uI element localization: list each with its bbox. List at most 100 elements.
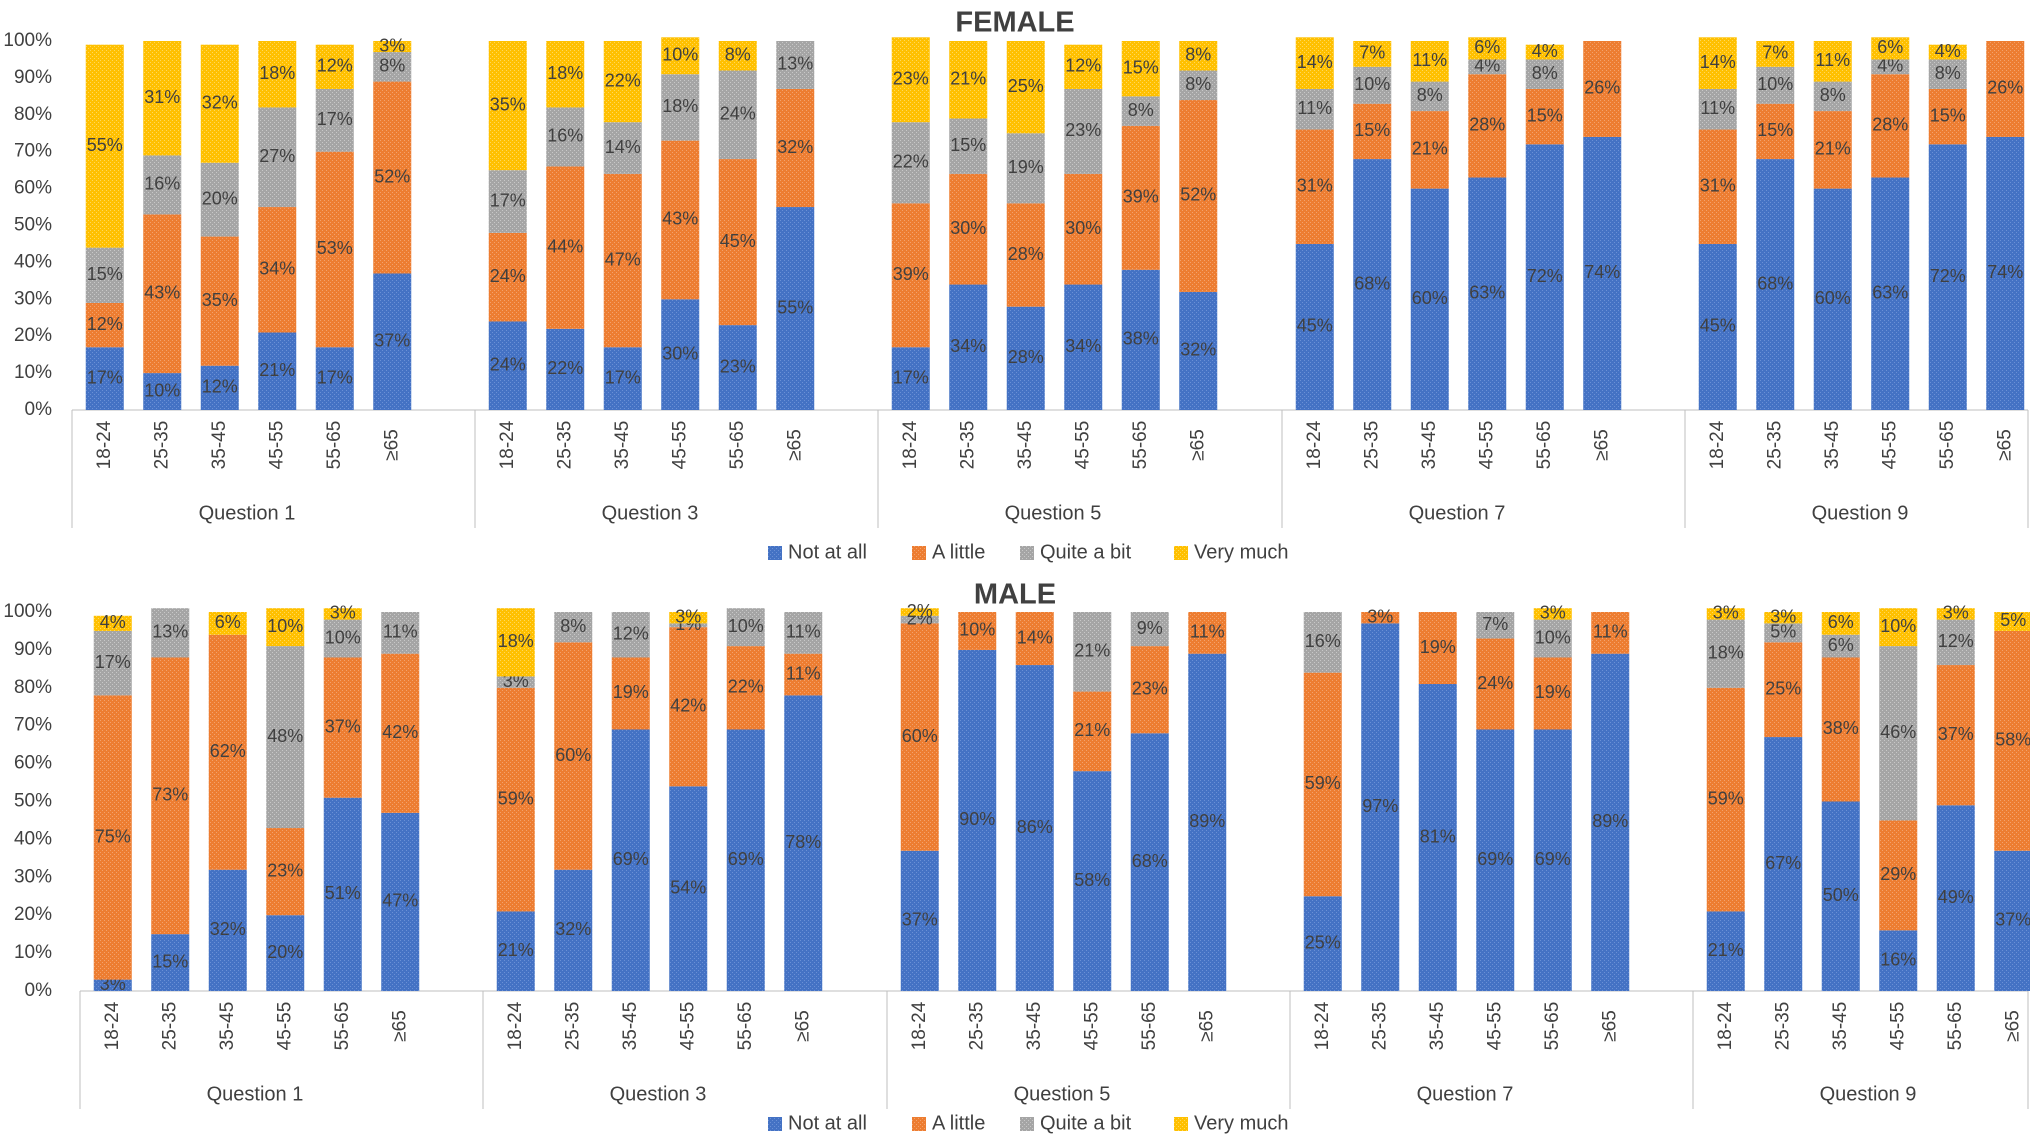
male-bar-segment (1879, 646, 1918, 821)
male-data-label: 11% (786, 663, 821, 683)
female-data-label: 27% (259, 146, 295, 166)
male-data-label: 23% (267, 860, 303, 880)
male-data-label: 78% (785, 832, 821, 852)
female-data-label: 11% (1297, 98, 1332, 118)
female-bar-segment (1698, 37, 1737, 89)
male-data-label: 7% (1482, 614, 1508, 634)
female-bar-segment (1295, 37, 1334, 89)
female-bar-segment (1179, 100, 1218, 292)
female-category-label: 45-55 (669, 421, 690, 470)
male-category-label: 45-55 (1887, 1002, 1908, 1051)
male-data-label: 51% (325, 883, 361, 903)
male-bar-segment (1130, 612, 1169, 647)
male-data-label: 10% (1535, 627, 1571, 647)
female-bar-segment (1813, 188, 1852, 410)
male-bar-segment (1764, 623, 1803, 643)
female-bar-segment (200, 236, 239, 366)
female-bar-segment (1583, 41, 1622, 137)
female-bar-segment (1179, 70, 1218, 101)
male-group-label: Question 3 (610, 1083, 707, 1105)
female-data-label: 18% (547, 63, 583, 83)
male-bar-segment (496, 687, 535, 912)
female-bar-segment (258, 107, 297, 208)
female-bar-segment (891, 122, 930, 204)
male-data-label: 10% (1880, 616, 1916, 636)
male-data-label: 67% (1765, 853, 1801, 873)
male-bar-segment (726, 729, 765, 991)
male-y-tick-label: 30% (14, 866, 52, 887)
male-group-label: Question 9 (1820, 1083, 1917, 1105)
male-bar-segment (726, 646, 765, 730)
male-category-label: 55-65 (1139, 1002, 1160, 1051)
female-y-tick-label: 100% (3, 30, 52, 51)
male-bar-segment (554, 642, 593, 870)
male-y-tick-label: 70% (14, 715, 52, 736)
male-bar-segment (900, 623, 939, 851)
female-bar-segment (776, 41, 815, 89)
male-data-label: 37% (1995, 910, 2030, 930)
female-bar-segment (1525, 88, 1564, 145)
female-bar-segment (891, 347, 930, 410)
female-data-label: 30% (950, 218, 986, 238)
female-bar-segment (1121, 269, 1160, 410)
male-category-label: 25-35 (159, 1002, 180, 1051)
male-data-label: 10% (325, 627, 361, 647)
female-bar-segment (1525, 44, 1564, 60)
male-group-label: Question 5 (1014, 1083, 1111, 1105)
female-bar-segment (1525, 144, 1564, 410)
female-category-label: 35-45 (1822, 421, 1843, 470)
female-bar-segment (718, 70, 757, 160)
male-data-label: 73% (152, 785, 188, 805)
female-group-label: Question 3 (602, 502, 699, 524)
female-bar-segment (1813, 111, 1852, 189)
male-category-label: ≥65 (389, 1010, 410, 1042)
male-data-label: 3% (1540, 603, 1566, 623)
male-bar-segment (1706, 687, 1745, 912)
female-data-label: 4% (1474, 56, 1500, 76)
female-legend-label: Very much (1194, 541, 1288, 563)
female-bar-segment (661, 299, 700, 410)
male-y-tick-label: 40% (14, 828, 52, 849)
female-bar-segment (315, 151, 354, 348)
female-bar-segment (1353, 159, 1392, 410)
male-bar-segment (1188, 612, 1227, 654)
female-data-label: 34% (950, 336, 986, 356)
female-bar-segment (315, 347, 354, 410)
female-bar-segment (85, 247, 124, 303)
female-data-label: 17% (893, 367, 929, 387)
female-bar-segment (1468, 59, 1507, 75)
male-category-label: 18-24 (1312, 1001, 1333, 1050)
male-data-label: 59% (1708, 788, 1744, 808)
female-data-label: 17% (317, 367, 353, 387)
female-bar-segment (718, 159, 757, 326)
female-bar-segment (1468, 74, 1507, 178)
female-bar-segment (1525, 59, 1564, 89)
female-bar-segment (1813, 81, 1852, 112)
female-data-label: 12% (202, 377, 238, 397)
female-data-label: 74% (1987, 262, 2023, 282)
female-bar-segment (143, 373, 182, 410)
female-data-label: 10% (1354, 74, 1390, 94)
male-data-label: 15% (152, 951, 188, 971)
male-data-label: 75% (95, 826, 131, 846)
male-data-label: 10% (267, 616, 303, 636)
female-category-label: ≥65 (784, 429, 805, 461)
male-bar-segment (1533, 619, 1572, 658)
female-data-label: 21% (950, 68, 986, 88)
male-bar-segment (1879, 608, 1918, 647)
male-y-tick-label: 50% (14, 791, 52, 812)
female-category-label: 35-45 (209, 421, 230, 470)
female-data-label: 4% (1877, 56, 1903, 76)
female-bar-segment (200, 365, 239, 410)
female-bar-segment (143, 41, 182, 156)
female-data-label: 72% (1930, 266, 1966, 286)
female-bar-segment (1006, 133, 1045, 204)
female-group-label: Question 1 (199, 502, 296, 524)
female-bar-segment (661, 74, 700, 141)
female-y-tick-label: 70% (14, 141, 52, 162)
female-bar-segment (1928, 44, 1967, 60)
male-bar-segment (1303, 612, 1342, 673)
female-data-label: 16% (144, 174, 180, 194)
male-bar-segment (1936, 665, 1975, 806)
female-y-tick-label: 20% (14, 325, 52, 346)
